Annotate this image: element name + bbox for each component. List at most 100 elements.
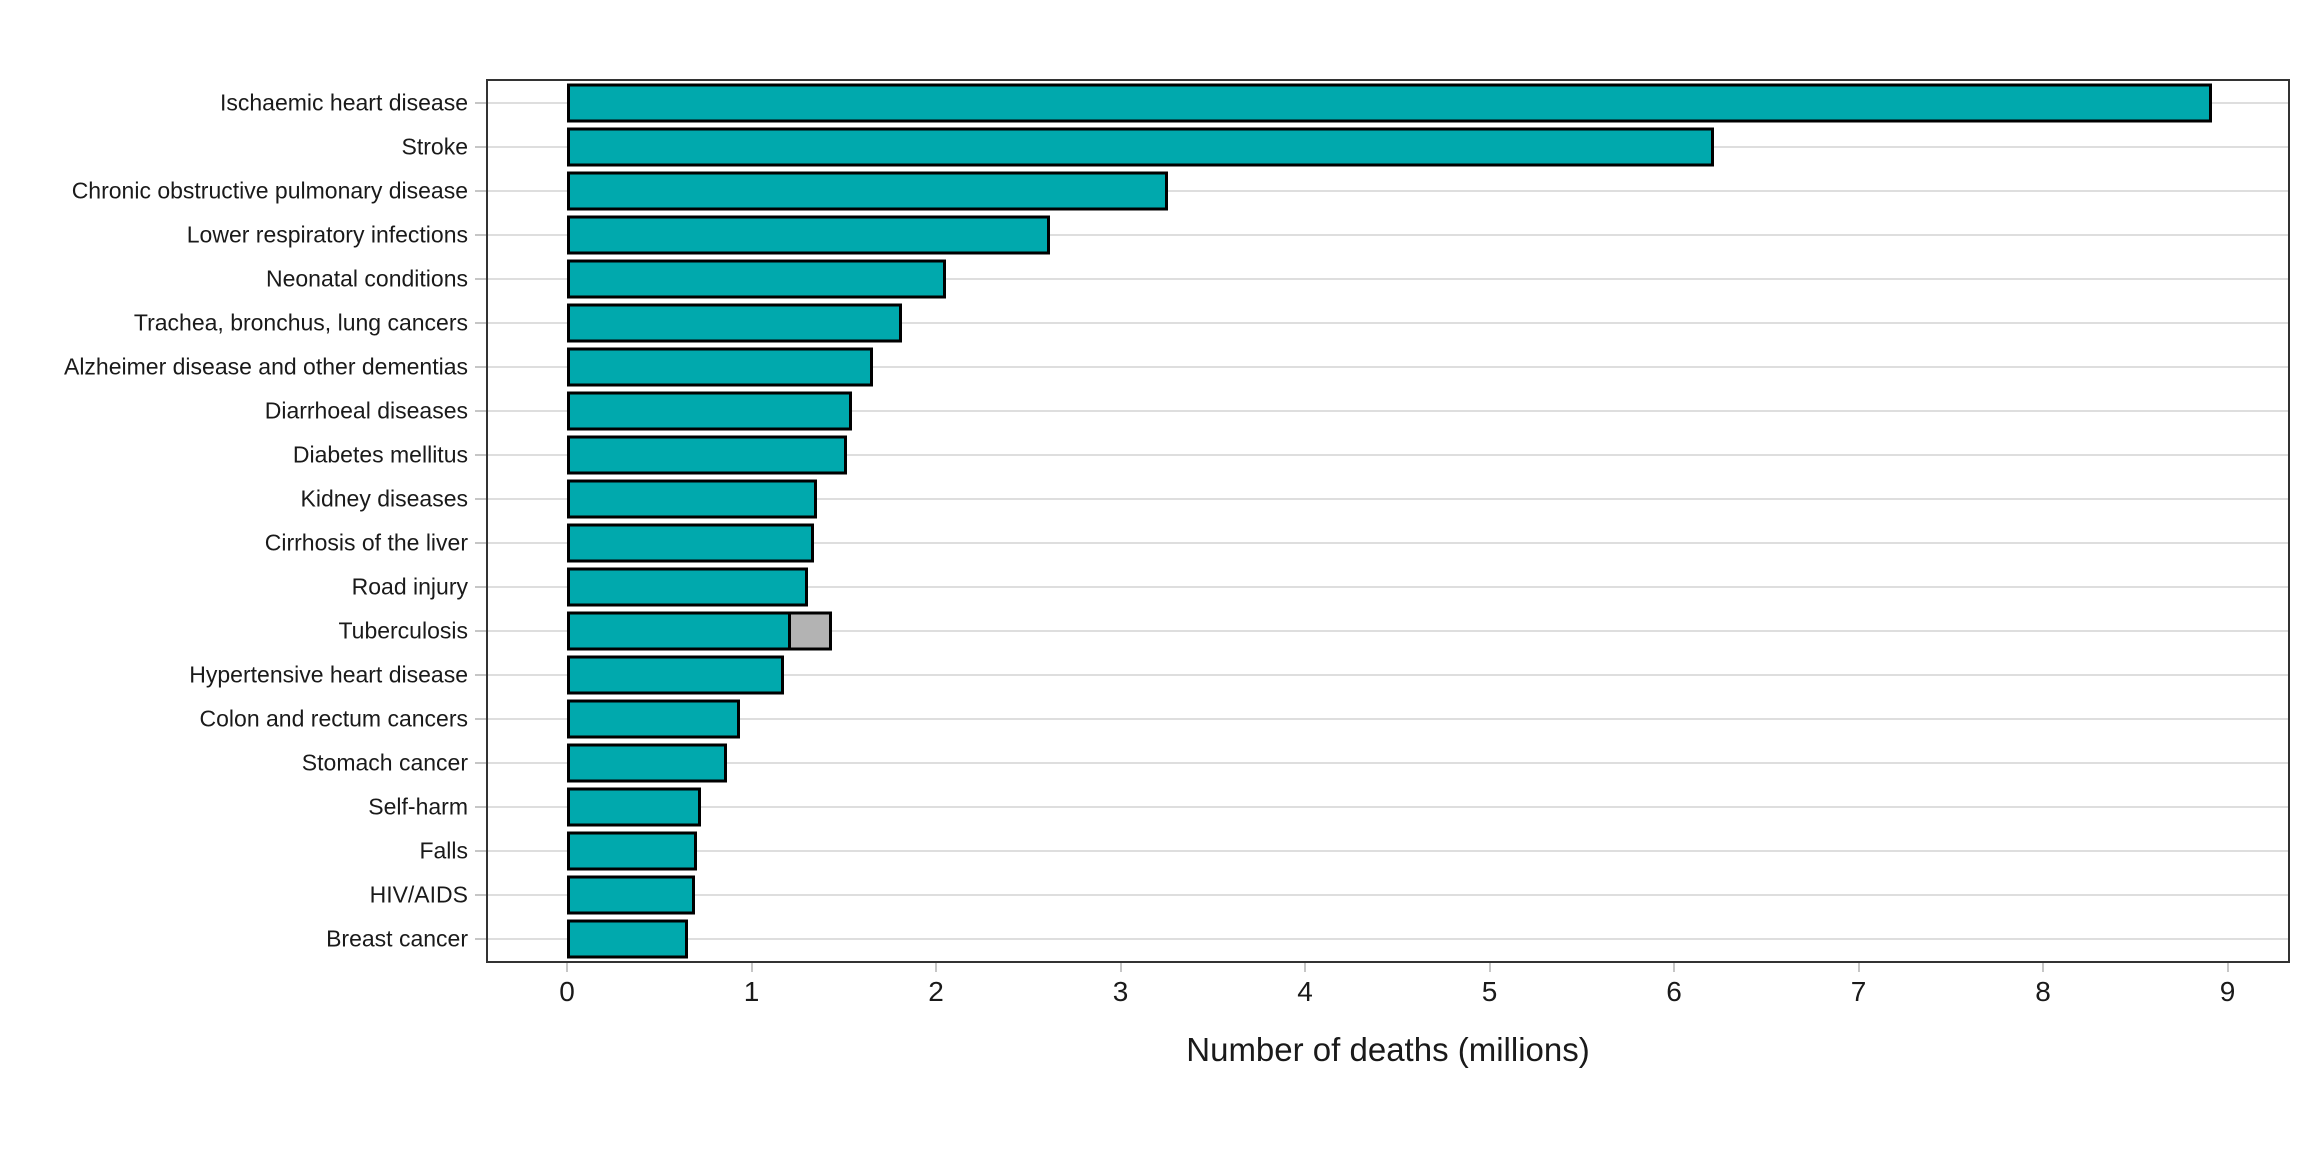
y-axis-tick [475, 630, 486, 632]
bar-row: Stomach cancer [302, 741, 2288, 785]
bar [567, 303, 903, 343]
bar-row: Tuberculosis [338, 609, 2288, 653]
bar-primary-segment [567, 127, 1714, 167]
y-axis-tick [475, 190, 486, 192]
x-axis-tick [935, 963, 937, 972]
bar [567, 875, 696, 915]
x-axis-tick [2042, 963, 2044, 972]
bar [567, 743, 727, 783]
bar [567, 831, 698, 871]
x-axis-tick-label: 3 [1112, 976, 1129, 1007]
plot-panel: Ischaemic heart disease Stroke Chronic obs… [64, 79, 2290, 1068]
y-axis-tick [475, 586, 486, 588]
category-label: Chronic obstructive pulmonary disease [71, 177, 468, 204]
bar-primary-segment [567, 435, 847, 475]
bar-rows-container: Ischaemic heart disease Stroke Chronic obs… [64, 81, 2288, 961]
category-label: Breast cancer [326, 925, 468, 952]
x-axis-tick-label: 7 [1850, 976, 1867, 1007]
y-axis-tick [475, 146, 486, 148]
x-axis-tick [1673, 963, 1675, 972]
bar-row: Falls [419, 829, 2288, 873]
category-label: Ischaemic heart disease [219, 89, 468, 116]
bar [567, 171, 1168, 211]
category-label: Stomach cancer [301, 749, 468, 776]
bar-secondary-segment [788, 611, 832, 651]
y-axis-tick [475, 322, 486, 324]
bar-primary-segment [567, 567, 808, 607]
bar-primary-segment [567, 347, 873, 387]
category-label: Alzheimer disease and other dementias [63, 353, 468, 380]
y-axis-tick [475, 366, 486, 368]
bar [567, 215, 1050, 255]
y-axis-tick [475, 102, 486, 104]
bar [567, 127, 1714, 167]
grid-line [488, 674, 2288, 676]
grid-line [488, 498, 2288, 500]
bar-row: Chronic obstructive pulmonary disease [72, 169, 2288, 213]
bar [567, 435, 847, 475]
y-axis-tick [475, 234, 486, 236]
bar-row: Hypertensive heart disease [189, 653, 2288, 697]
category-label: Diarrhoeal diseases [264, 397, 468, 424]
x-axis-tick [1304, 963, 1306, 972]
category-label: Stroke [401, 133, 468, 160]
bar [567, 919, 689, 959]
grid-line [488, 718, 2288, 720]
x-axis-tick-label: 2 [928, 976, 944, 1007]
x-axis-tick [566, 963, 568, 972]
bar-row: Ischaemic heart disease [220, 81, 2288, 125]
bar-row: Lower respiratory infections [187, 213, 2288, 257]
grid-line [488, 234, 2288, 236]
y-axis-tick [475, 542, 486, 544]
category-label: Kidney diseases [300, 485, 469, 512]
bar-row: Colon and rectum cancers [200, 697, 2288, 741]
y-axis-tick [475, 278, 486, 280]
y-axis-tick [475, 894, 486, 896]
bar [567, 347, 873, 387]
x-axis-tick-label: 8 [2035, 976, 2051, 1007]
grid-line [488, 366, 2288, 368]
x-axis-tick [1488, 963, 1491, 972]
category-label: Cirrhosis of the liver [264, 529, 468, 556]
x-axis-tick-label: 1 [743, 976, 760, 1007]
x-axis-title: Number of deaths (millions) [1186, 1031, 1590, 1068]
x-axis-tick-label: 9 [2219, 976, 2236, 1007]
grid-line [488, 806, 2288, 808]
bar-primary-segment [567, 391, 853, 431]
bar-row: Alzheimer disease and other dementias [64, 345, 2288, 389]
bar-primary-segment [567, 655, 785, 695]
bar [567, 611, 832, 651]
bar [567, 391, 853, 431]
bar-row: Stroke [402, 125, 2288, 169]
grid-line [488, 938, 2288, 940]
bar-primary-segment [567, 171, 1168, 211]
grid-line [488, 454, 2288, 456]
y-axis-tick [475, 850, 486, 852]
bar-primary-segment [567, 215, 1050, 255]
x-axis-tick [1119, 963, 1122, 972]
bar [567, 83, 2213, 123]
bar [567, 787, 701, 827]
bar-primary-segment [567, 699, 740, 739]
bar-row: Kidney diseases [301, 477, 2288, 521]
y-axis-tick [475, 674, 486, 676]
y-axis-tick [475, 498, 486, 500]
y-axis-tick [475, 718, 486, 720]
bar-primary-segment [567, 611, 792, 651]
grid-line [488, 542, 2288, 544]
x-axis-tick-label: 5 [1481, 976, 1498, 1007]
x-axis-tick [1857, 963, 1860, 972]
grid-line [488, 630, 2288, 632]
category-label: Self-harm [368, 793, 468, 820]
category-label: Diabetes mellitus [292, 441, 468, 468]
grid-line [488, 586, 2288, 588]
grid-line [488, 410, 2288, 412]
y-axis-tick [475, 762, 486, 764]
bar-primary-segment [567, 831, 698, 871]
grid-line [488, 278, 2288, 280]
bar-row: Trachea, bronchus, lung cancers [134, 301, 2288, 345]
bar-row: Neonatal conditions [266, 257, 2288, 301]
bar-primary-segment [567, 743, 727, 783]
bar-row: HIV/AIDS [370, 873, 2288, 917]
